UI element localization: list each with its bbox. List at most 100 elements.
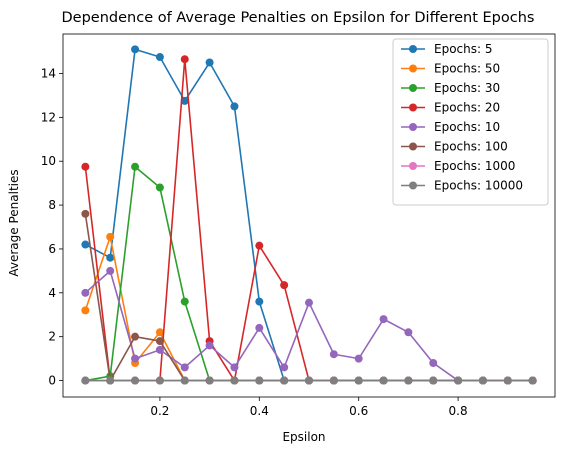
legend-marker (409, 181, 417, 190)
y-tick-label: 12 (41, 110, 56, 124)
series-line (84, 236, 533, 382)
data-point (255, 241, 264, 250)
series-line (84, 270, 533, 382)
data-point (81, 209, 90, 218)
data-point (354, 354, 363, 363)
data-point (230, 363, 239, 372)
series-line (84, 213, 533, 382)
data-point (354, 376, 363, 385)
data-point (230, 376, 239, 385)
axes-frame (62, 33, 556, 398)
data-point (305, 298, 313, 307)
data-point (329, 376, 338, 385)
data-point (180, 96, 189, 105)
data-point (255, 297, 264, 306)
data-point (155, 328, 164, 337)
legend-frame (392, 38, 549, 206)
data-point (180, 55, 189, 64)
data-point (106, 376, 115, 385)
legend-marker (409, 142, 417, 151)
legend-marker (409, 103, 417, 112)
data-point (180, 376, 189, 385)
data-point (205, 341, 214, 350)
legend-item: Epochs: 30 (401, 81, 500, 95)
y-tick-label: 10 (41, 154, 56, 168)
y-axis-label: Average Penalties (7, 169, 21, 276)
data-point (155, 345, 164, 354)
data-point (454, 376, 463, 385)
plot-area: 0.2 0.4 0.6 0.8 0 2 4 6 8 10 12 14 (41, 33, 556, 418)
data-point (106, 232, 115, 241)
data-point (155, 183, 164, 192)
legend-marker (409, 123, 417, 131)
data-point (81, 306, 90, 315)
data-point (478, 376, 487, 385)
data-point (280, 376, 289, 385)
legend-label: Epochs: 10 (434, 120, 500, 134)
chart-title: Dependence of Average Penalties on Epsil… (62, 10, 535, 26)
data-point (230, 102, 239, 111)
legend-label: Epochs: 50 (434, 62, 500, 76)
data-point (255, 323, 264, 332)
data-point (131, 376, 140, 385)
data-point (180, 363, 189, 372)
series-epochs-10000 (81, 376, 537, 385)
data-point (131, 332, 140, 341)
x-tick-label: 0.6 (349, 404, 368, 418)
series-epochs-100 (81, 209, 537, 385)
data-point (155, 376, 164, 385)
y-tick-label: 0 (48, 374, 56, 388)
data-point (106, 266, 115, 275)
x-tick-label: 0.4 (250, 404, 269, 418)
data-point (379, 376, 388, 385)
x-axis-label: Epsilon (282, 430, 325, 444)
data-point (131, 45, 140, 54)
legend-marker (409, 64, 417, 73)
data-point (81, 376, 90, 385)
data-point (180, 297, 189, 306)
data-point (503, 376, 512, 385)
legend-label: Epochs: 30 (434, 81, 500, 95)
data-point (205, 58, 214, 67)
series-epochs-50 (81, 232, 537, 385)
y-tick-label: 2 (48, 330, 56, 344)
data-point (155, 53, 164, 62)
data-point (81, 240, 90, 249)
data-point (429, 376, 438, 385)
legend-item: Epochs: 10 (401, 120, 500, 134)
x-tick-label: 0.2 (150, 404, 169, 418)
data-point (106, 253, 115, 262)
x-tick-label: 0.8 (449, 404, 468, 418)
data-point (205, 376, 214, 385)
data-point (280, 363, 289, 372)
data-point (429, 359, 438, 368)
legend-label: Epochs: 5 (434, 42, 493, 56)
y-tick-label: 14 (41, 66, 56, 80)
series-epochs-10 (81, 266, 537, 385)
y-tick-label: 6 (48, 242, 56, 256)
data-point (155, 337, 164, 346)
data-point (404, 328, 413, 337)
legend-marker (409, 162, 417, 170)
data-point (404, 376, 413, 385)
legend-item: Epochs: 5 (401, 42, 493, 56)
legend-marker (409, 84, 417, 92)
data-point (255, 376, 264, 385)
legend: Epochs: 5 Epochs: 50 Epochs: 30 Epochs: 20 E… (392, 38, 549, 206)
data-point (131, 354, 140, 363)
data-point (280, 281, 289, 290)
legend-item: Epochs: 50 (401, 62, 500, 76)
legend-item: Epochs: 10000 (401, 179, 523, 193)
legend-label: Epochs: 100 (434, 140, 508, 154)
data-point (528, 376, 537, 385)
legend-label: Epochs: 10000 (434, 179, 523, 193)
y-tick-label: 8 (48, 198, 56, 212)
legend-item: Epochs: 1000 (401, 159, 515, 173)
legend-item: Epochs: 20 (401, 101, 500, 115)
legend-marker (409, 45, 417, 53)
legend-label: Epochs: 20 (434, 101, 500, 115)
data-point (81, 162, 90, 171)
data-point (305, 376, 313, 385)
data-point (131, 162, 140, 171)
